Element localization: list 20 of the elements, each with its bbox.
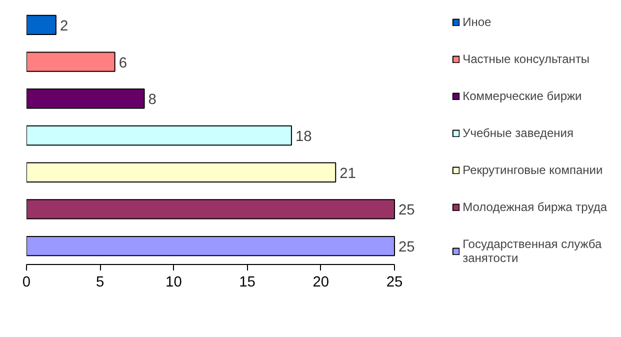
legend-label: Частные консультанты [462,52,590,66]
x-tick-label: 5 [96,274,104,290]
legend-label: Молодежная биржа труда [462,200,607,214]
data-label: 8 [148,92,156,108]
x-tick-label: 25 [386,274,403,290]
data-label: 25 [398,202,415,219]
data-label: 6 [118,55,127,72]
legend-label: Учебные заведения [462,126,574,140]
data-label: 18 [295,129,312,145]
x-tick-label: 15 [239,274,256,290]
legend-label: Коммерческие биржи [462,89,582,103]
data-label: 21 [340,166,356,182]
legend-label: Рекрутинговые компании [462,163,603,177]
legend-label: Иное [462,15,492,29]
data-label: 2 [60,18,68,34]
x-tick-label: 10 [166,274,182,290]
x-tick-label: 0 [22,274,31,290]
legend-label: Государственная служба занятости [462,237,602,265]
x-tick-label: 20 [312,274,330,290]
data-label: 25 [398,240,415,256]
